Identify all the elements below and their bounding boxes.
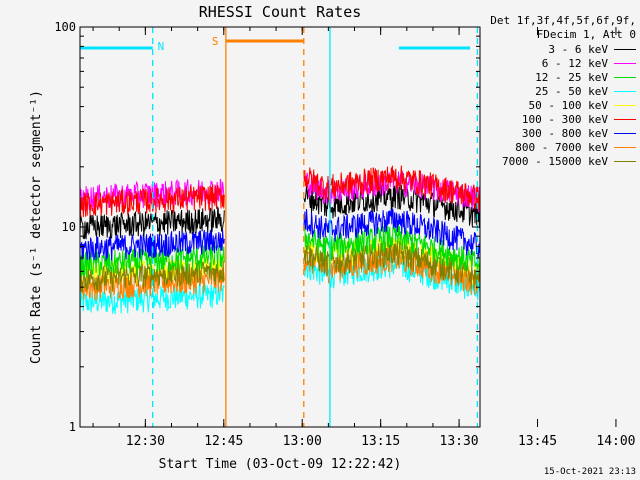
x-tick-label: 12:30 (126, 434, 165, 449)
legend-swatch (614, 76, 636, 78)
legend-item-label: 100 - 300 keV (521, 112, 608, 126)
annotation-label-0: N (158, 40, 165, 53)
legend-swatch (614, 62, 636, 64)
legend-swatch (614, 146, 636, 148)
legend-item-label: 50 - 100 keV (528, 98, 608, 112)
timestamp-footer: 15-Oct-2021 23:13 (543, 467, 636, 477)
x-tick-label: 13:00 (283, 434, 322, 449)
legend-item: 50 - 100 keV (482, 98, 636, 112)
chart-title: RHESSI Count Rates (199, 3, 362, 21)
legend-item: 12 - 25 keV (482, 70, 636, 84)
legend: Det 1f,3f,4f,5f,6f,9f, FDecim 1, Att 0 3… (482, 14, 636, 168)
series-line-0 (79, 183, 481, 240)
x-tick-label: 13:30 (440, 434, 479, 449)
data-layer (79, 165, 481, 315)
x-tick-label: 12:45 (204, 434, 243, 449)
x-tick-label: 13:15 (361, 434, 400, 449)
legend-item-label: 3 - 6 keV (548, 42, 608, 56)
y-tick-label: 100 (54, 20, 76, 34)
annotation-label-1: S (212, 35, 219, 48)
legend-item: 300 - 800 keV (482, 126, 636, 140)
legend-item: 800 - 7000 keV (482, 140, 636, 154)
legend-item: 3 - 6 keV (482, 42, 636, 56)
legend-swatch (614, 104, 636, 106)
series-line-6 (79, 207, 481, 261)
y-axis-label: Count Rate (s⁻¹ detector segment⁻¹) (29, 90, 44, 364)
legend-item-label: 7000 - 15000 keV (502, 154, 608, 168)
x-tick-label: 14:00 (596, 434, 635, 449)
legend-item: 25 - 50 keV (482, 84, 636, 98)
legend-item-label: 6 - 12 keV (541, 56, 608, 70)
x-tick-label: 13:45 (518, 434, 557, 449)
y-tick-label: 10 (62, 220, 76, 234)
legend-item-label: 300 - 800 keV (521, 126, 608, 140)
legend-header-line-1: Det 1f,3f,4f,5f,6f,9f, (490, 14, 636, 27)
x-axis-label: Start Time (03-Oct-09 12:22:42) (159, 457, 402, 472)
legend-rows: 3 - 6 keV 6 - 12 keV 12 - 25 keV 25 - 50 ke… (482, 42, 636, 168)
legend-swatch (614, 48, 636, 50)
legend-swatch (614, 90, 636, 92)
legend-item: 100 - 300 keV (482, 112, 636, 126)
legend-swatch (614, 160, 636, 162)
legend-item-label: 25 - 50 keV (535, 84, 608, 98)
legend-item-label: 800 - 7000 keV (515, 140, 608, 154)
axis-layer: 1 10 100 12:30 12:45 13:00 13:15 13:30 13:45 14:0… (54, 20, 635, 449)
legend-item-label: 12 - 25 keV (535, 70, 608, 84)
legend-swatch (614, 132, 636, 134)
legend-item: 7000 - 15000 keV (482, 154, 636, 168)
legend-swatch (614, 118, 636, 120)
legend-header-line-2: FDecim 1, Att 0 (536, 28, 636, 41)
legend-item: 6 - 12 keV (482, 56, 636, 70)
y-tick-label: 1 (69, 420, 76, 434)
